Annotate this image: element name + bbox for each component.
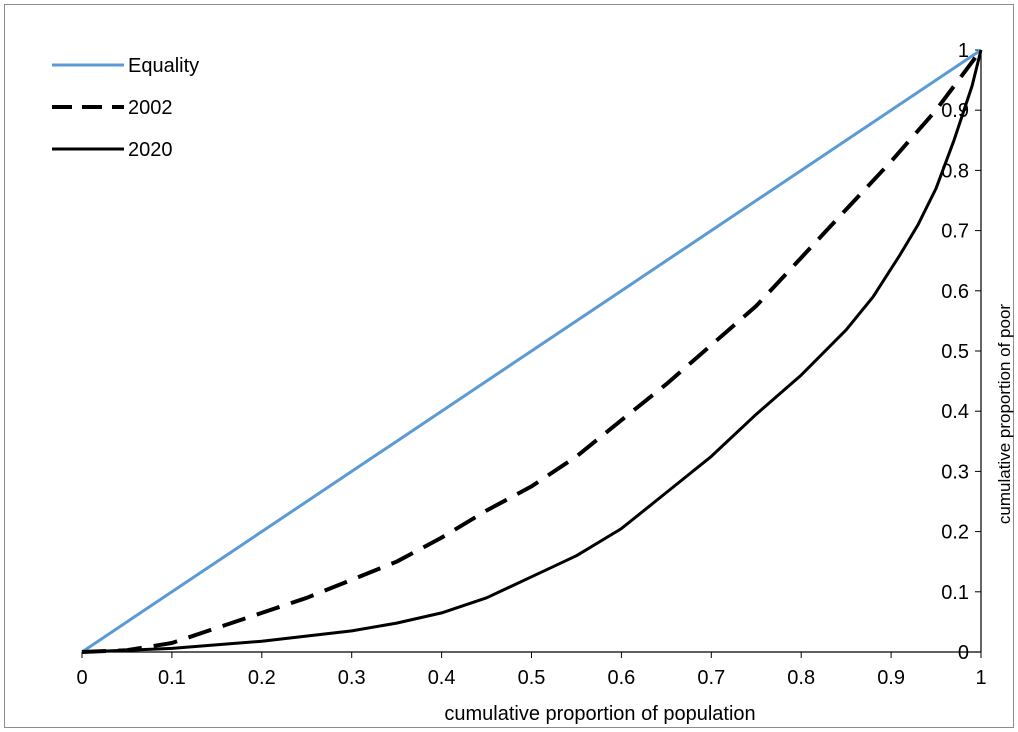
y-tick-label: 1 (958, 40, 969, 62)
series-line-equality (81, 48, 982, 654)
x-tick-label: 0.4 (428, 667, 456, 689)
legend-label-equality: Equality (128, 55, 199, 77)
y-tick-label: 0.6 (941, 281, 969, 303)
y-tick-label: 0.4 (941, 401, 969, 423)
x-tick-label: 0.7 (697, 667, 725, 689)
chart-frame (4, 4, 1014, 728)
axes (81, 49, 982, 658)
y-tick-label: 0.3 (941, 461, 969, 483)
x-axis-title: cumulative proportion of population (444, 703, 755, 725)
y-tick-label: 0.2 (941, 522, 969, 544)
y-tick-label: 0.7 (941, 221, 969, 243)
x-tick-label: 0.8 (787, 667, 815, 689)
x-tick-label: 0.2 (248, 667, 276, 689)
y-tick-label: 0.1 (941, 582, 969, 604)
series-line-2002 (81, 48, 983, 654)
x-tick-label: 0.5 (518, 667, 546, 689)
y-tick-label: 0 (958, 642, 969, 664)
series-layer (81, 48, 983, 654)
x-tick-label: 0.9 (877, 667, 905, 689)
y-axis-title: cumulative proportion of poor (995, 304, 1014, 525)
series-line-2020 (81, 49, 983, 654)
y-tick-labels: 0 0.1 0.2 0.3 0.4 0.5 0.6 0.7 0.8 0.9 1 (941, 40, 969, 664)
x-tick-label: 1 (975, 667, 986, 689)
legend: Equality 2002 2020 (52, 55, 199, 161)
x-tick-label: 0.6 (607, 667, 635, 689)
legend-label-2002: 2002 (128, 97, 173, 119)
legend-label-2020: 2020 (128, 139, 173, 161)
y-tick-label: 0.8 (941, 160, 969, 182)
x-tick-label: 0.1 (158, 667, 186, 689)
x-tick-labels: 0 0.1 0.2 0.3 0.4 0.5 0.6 0.7 0.8 0.9 1 (76, 667, 986, 689)
y-tick-label: 0.9 (941, 100, 969, 122)
x-tick-label: 0 (76, 667, 87, 689)
y-tick-label: 0.5 (941, 341, 969, 363)
x-tick-label: 0.3 (338, 667, 366, 689)
